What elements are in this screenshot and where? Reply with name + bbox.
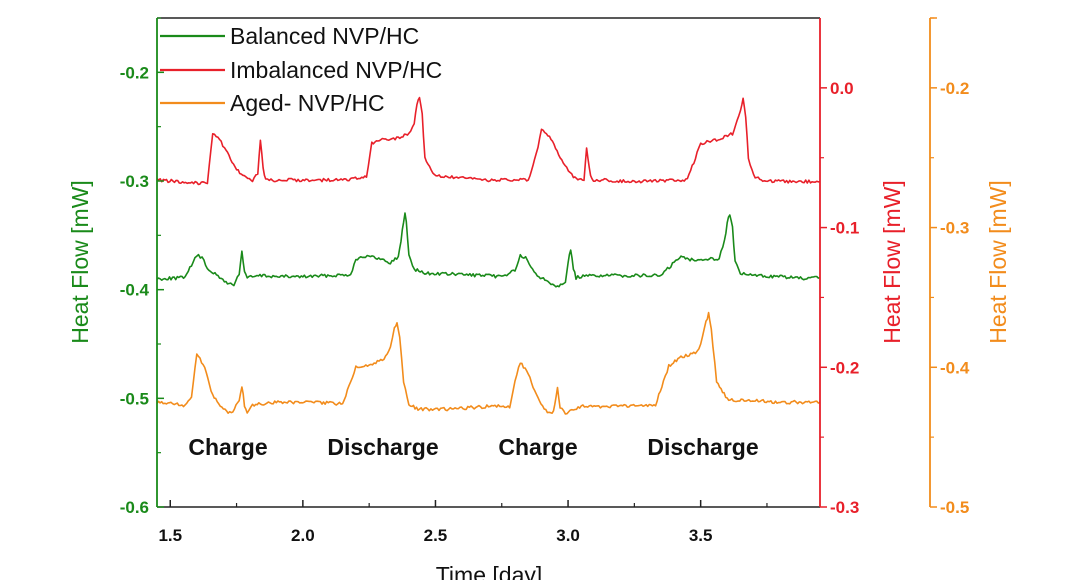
y-tick-label-green: -0.4 (120, 281, 150, 300)
y-tick-label-red: -0.1 (830, 219, 859, 238)
y-tick-label-orange: -0.4 (940, 358, 970, 377)
series-line-orange (156, 311, 821, 415)
y-tick-label-red: -0.3 (830, 498, 859, 517)
y-tick-label-green: -0.6 (120, 498, 149, 517)
y-tick-label-green: -0.3 (120, 172, 149, 191)
series-line-red (156, 96, 821, 186)
y-tick-label-green: -0.2 (120, 63, 149, 82)
x-tick-label: 3.5 (689, 526, 713, 545)
phase-label: Charge (498, 434, 577, 460)
y-axis-title-orange: Heat Flow [mW] (985, 180, 1011, 344)
y-tick-label-orange: -0.2 (940, 79, 969, 98)
x-axis-title: Time [day] (436, 562, 543, 580)
phase-label: Discharge (327, 434, 438, 460)
x-tick-label: 2.5 (424, 526, 448, 545)
legend: Balanced NVP/HC Imbalanced NVP/HC Aged- … (160, 23, 442, 116)
y-tick-label-red: 0.0 (830, 79, 854, 98)
y-tick-label-orange: -0.3 (940, 219, 969, 238)
phase-label: Charge (188, 434, 267, 460)
legend-label-aged: Aged- NVP/HC (230, 90, 385, 116)
y-axis-title-green: Heat Flow [mW] (67, 180, 93, 344)
phase-annotations: Charge Discharge Charge Discharge (188, 434, 758, 460)
phase-label: Discharge (647, 434, 758, 460)
series-line-green (156, 212, 821, 288)
plot-frame (157, 17, 820, 508)
y-tick-label-orange: -0.5 (940, 498, 969, 517)
y-axis-title-red: Heat Flow [mW] (879, 180, 905, 344)
axes-layer: 1.5 2.0 2.5 3.0 3.5 -0.2 -0.3 -0.4 -0.5 -0.6 Heat … (67, 17, 1011, 545)
legend-label-imbalanced: Imbalanced NVP/HC (230, 57, 442, 83)
x-tick-label: 2.0 (291, 526, 315, 545)
legend-label-balanced: Balanced NVP/HC (230, 23, 419, 49)
y-tick-label-green: -0.5 (120, 389, 149, 408)
x-tick-label: 1.5 (158, 526, 182, 545)
y-tick-label-red: -0.2 (830, 358, 859, 377)
x-tick-label: 3.0 (556, 526, 580, 545)
series-layer (156, 96, 821, 415)
